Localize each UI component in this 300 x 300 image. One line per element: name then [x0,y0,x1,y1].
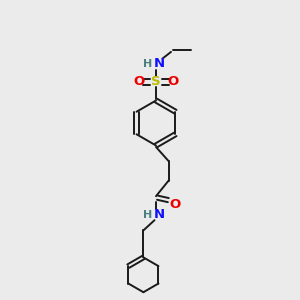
Text: N: N [154,57,165,70]
Text: S: S [151,75,161,88]
Text: H: H [143,59,152,69]
Text: N: N [153,208,165,221]
Text: O: O [133,75,144,88]
Text: H: H [143,210,152,220]
Text: O: O [170,198,181,211]
Text: O: O [168,75,179,88]
